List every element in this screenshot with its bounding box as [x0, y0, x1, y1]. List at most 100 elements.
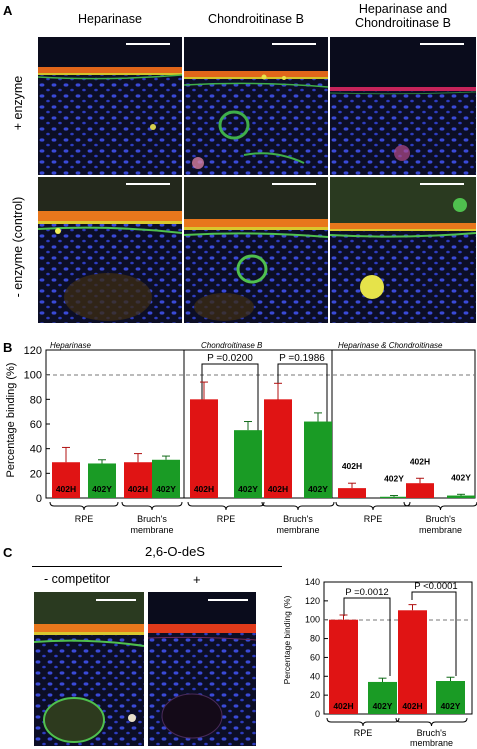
bar-label: 402Y — [441, 701, 461, 711]
x-group-label: RPE — [354, 728, 373, 738]
y-tick-label: 120 — [24, 345, 42, 357]
bar-402Y-1 — [436, 681, 465, 714]
micrograph-both-control — [330, 177, 476, 323]
panel-c-title: 2,6-O-deS — [145, 544, 205, 559]
bar-label: 402H — [402, 701, 422, 711]
x-group-brace — [187, 501, 265, 511]
pvalue-bruch: P =0.1986 — [279, 353, 325, 364]
y-tick-label: 0 — [315, 709, 320, 719]
y-tick-label: 100 — [305, 615, 320, 625]
panel-c-title-rule — [32, 566, 282, 567]
panel-b-chart: Percentage binding (%) 0 20 40 60 80 100 120 H… — [5, 341, 477, 535]
bar-label: 402H — [268, 484, 288, 494]
micrograph-chondroitinase-plus — [184, 37, 328, 175]
bar-402H-1 — [398, 610, 427, 714]
scale-bar — [126, 43, 170, 45]
x-group-brace — [335, 501, 411, 511]
pvalue-rpe: P =0.0200 — [207, 353, 253, 364]
x-group-label: Bruch's — [417, 728, 447, 738]
x-group-label: Bruch's — [137, 514, 167, 524]
bar-label: 402H — [333, 701, 353, 711]
pvalue-bruch: P <0.0001 — [414, 581, 457, 592]
x-group-brace — [326, 717, 400, 727]
pvalue-rpe: P =0.0012 — [345, 587, 388, 598]
bar-402Y-heparinase-1 — [152, 459, 180, 498]
pvalue-bracket-bruch — [411, 591, 457, 676]
bar-label: 402Y — [373, 701, 393, 711]
y-tick-label: 60 — [30, 419, 42, 431]
panel-b-letter: B — [3, 340, 13, 355]
plus-competitor-label: + — [193, 572, 201, 587]
bar-label: 402Y — [384, 474, 404, 484]
bar-label: 402H — [56, 484, 76, 494]
y-tick-label: 100 — [24, 370, 42, 382]
x-group-label: membrane — [276, 525, 319, 535]
group-title-both: Heparinase & Chondroitinase — [338, 341, 443, 350]
y-axis-label: Percentage binding (%) — [282, 595, 292, 684]
x-group-label: membrane — [410, 738, 453, 748]
bar-402Y-chondroitinase-b-0 — [234, 430, 262, 498]
bar-label: 402H — [410, 456, 430, 466]
y-axis-ticks: 0 20 40 60 80 100 120 140 — [305, 577, 328, 719]
micrograph-chondroitinase-control — [184, 177, 328, 323]
x-group-brace — [121, 501, 183, 511]
scale-bar — [272, 43, 316, 45]
bar-402H-chondroitinase-b-1 — [264, 399, 292, 498]
group-title-chondroitinase: Chondroitinase B — [201, 341, 263, 350]
x-group-label: RPE — [364, 514, 383, 524]
bar-label: 402Y — [451, 472, 471, 482]
panel-a-letter: A — [3, 3, 13, 18]
bar-402H-chondroitinase-b-0 — [190, 399, 218, 498]
x-group-brace — [261, 501, 335, 511]
x-group-brace — [395, 717, 468, 727]
column-title-heparinase: Heparinase — [78, 12, 142, 26]
bar-402Y-chondroitinase-b-1 — [304, 421, 332, 498]
x-group-label: membrane — [419, 525, 462, 535]
bar-402H-heparinase-0 — [52, 462, 80, 498]
y-tick-label: 140 — [305, 577, 320, 587]
bars-layer: 402H 402Y 402H 402Y — [329, 604, 465, 714]
x-group-brace — [403, 501, 477, 511]
micrograph-heparinase-plus — [38, 37, 182, 175]
row-label-plus-enzyme: + enzyme — [11, 75, 25, 131]
scale-bar — [126, 183, 170, 185]
group-title-heparinase: Heparinase — [50, 341, 91, 350]
bars-layer: 402H 402Y 402H 402Y 402H 402Y 402H 402Y 402H 402Y… — [52, 381, 475, 498]
bar-label: 402H — [342, 461, 362, 471]
scale-bar — [96, 599, 136, 601]
bar-label: 402Y — [92, 484, 112, 494]
y-tick-label: 40 — [30, 444, 42, 456]
y-tick-label: 20 — [310, 690, 320, 700]
scale-bar — [272, 183, 316, 185]
bar-402Y-heparinase-chondroitinase-0 — [380, 496, 408, 498]
x-group-label: Bruch's — [426, 514, 456, 524]
scale-bar — [420, 183, 464, 185]
x-group-label: membrane — [130, 525, 173, 535]
y-axis-label: Percentage binding (%) — [5, 363, 17, 478]
scale-bar — [208, 599, 248, 601]
column-title-chondroitinase: Chondroitinase B — [208, 12, 304, 26]
row-label-minus-enzyme: - enzyme (control) — [11, 196, 25, 298]
bar-402H-heparinase-1 — [124, 462, 152, 498]
bar-402H-0 — [329, 619, 358, 714]
x-group-label: RPE — [75, 514, 94, 524]
y-tick-label: 80 — [30, 394, 42, 406]
y-tick-label: 80 — [310, 634, 320, 644]
y-tick-label: 40 — [310, 671, 320, 681]
scale-bar — [420, 43, 464, 45]
x-group-label: RPE — [217, 514, 236, 524]
y-axis-ticks: 0 20 40 60 80 100 120 — [24, 345, 50, 505]
x-group-label: Bruch's — [283, 514, 313, 524]
bar-label: 402Y — [238, 484, 258, 494]
micrograph-plus-competitor — [148, 592, 256, 746]
minus-competitor-label: - competitor — [44, 572, 110, 586]
pvalue-bracket-rpe — [201, 363, 259, 438]
bar-402Y-0 — [368, 681, 397, 714]
micrograph-minus-competitor — [34, 592, 144, 746]
y-tick-label: 60 — [310, 652, 320, 662]
bar-label: 402H — [194, 484, 214, 494]
y-tick-label: 120 — [305, 596, 320, 606]
panel-c-chart: Percentage binding (%) 0 20 40 60 80 100 120 14… — [282, 577, 473, 748]
